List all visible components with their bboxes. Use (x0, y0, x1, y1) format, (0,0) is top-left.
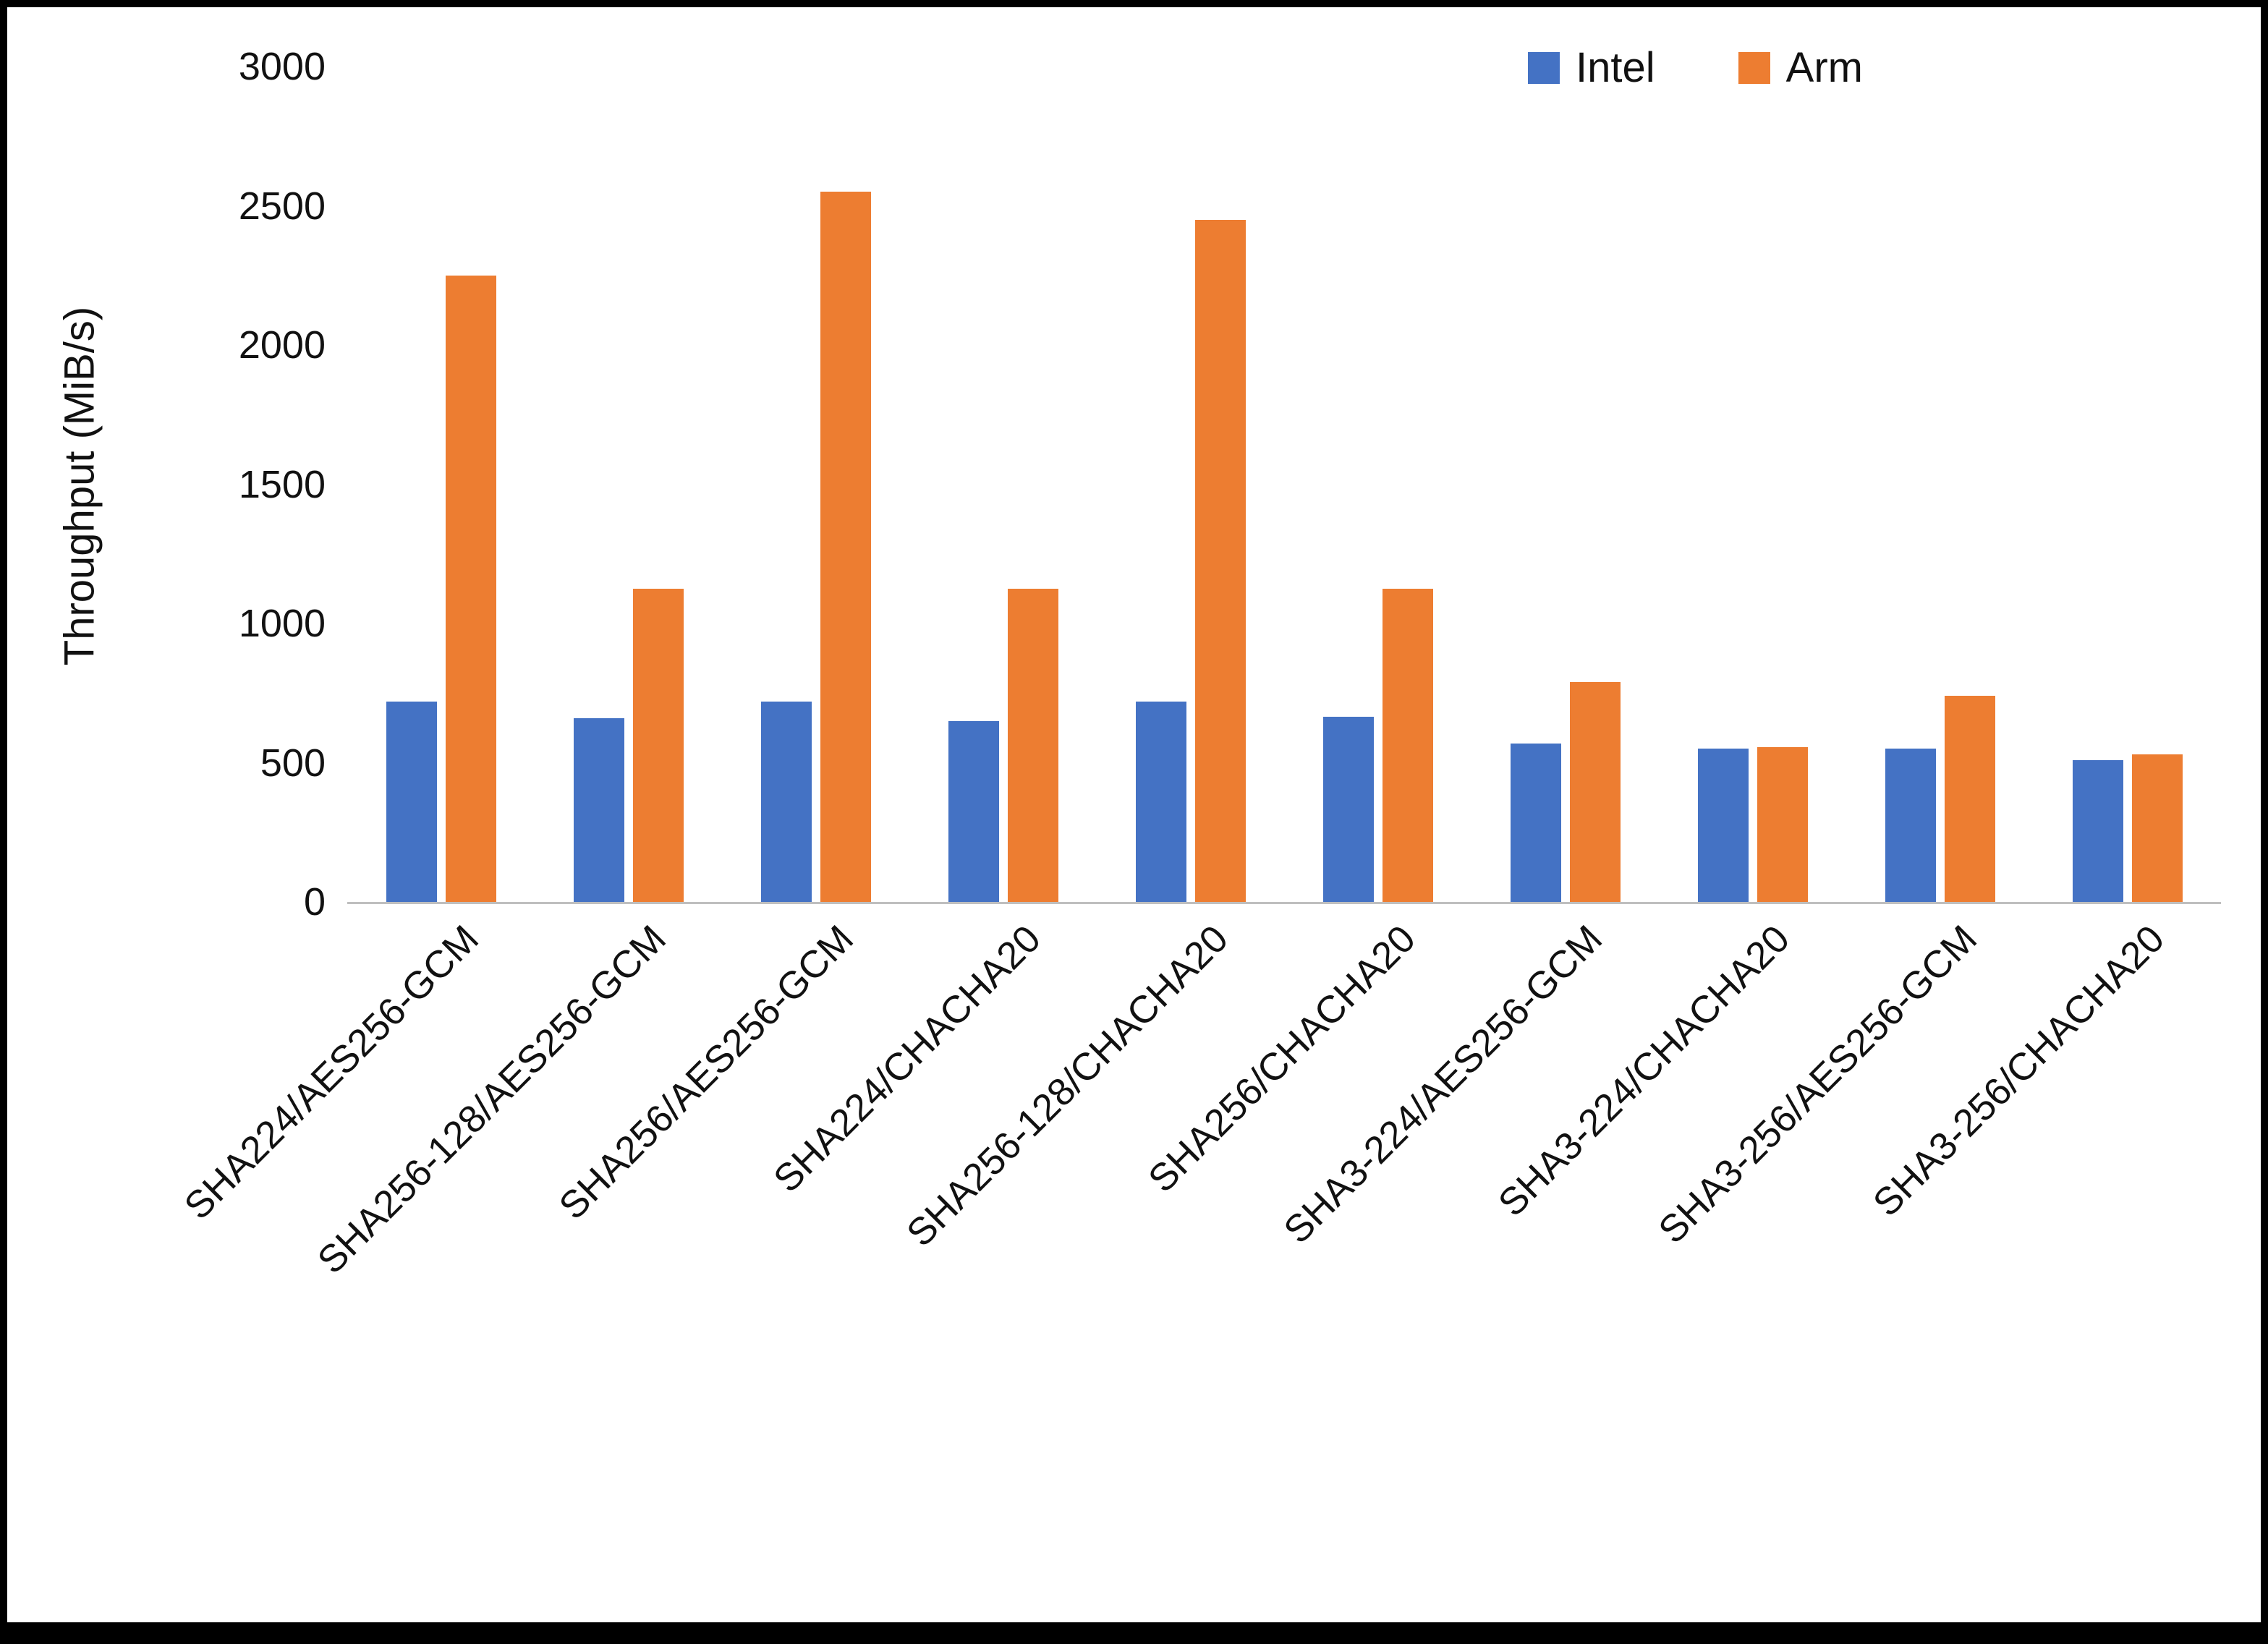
bar-arm-5 (1382, 588, 1433, 902)
bar-arm-3 (1007, 588, 1058, 902)
bar-arm-9 (2131, 754, 2183, 902)
bar-arm-0 (445, 275, 496, 902)
bar-intel-0 (386, 701, 437, 902)
bar-intel-5 (1322, 716, 1374, 902)
legend-label-intel: Intel (1576, 44, 1655, 91)
x-axis-label: SHA3-256/AES256-GCM (1651, 917, 1986, 1252)
bar-intel-2 (760, 701, 812, 902)
x-axis-label: SHA256-128/AES256-GCM (309, 917, 674, 1282)
bar-arm-1 (632, 588, 684, 902)
y-tick-label: 0 (303, 880, 326, 924)
bar-intel-4 (1135, 701, 1186, 902)
y-tick-label: 1000 (238, 602, 326, 645)
bar-intel-6 (1510, 743, 1561, 902)
intel-legend-marker-icon (1528, 51, 1560, 84)
legend-label-arm: Arm (1785, 44, 1863, 91)
bar-arm-8 (1944, 696, 1995, 902)
legend-item-intel: Intel (1528, 43, 1655, 92)
bar-intel-7 (1697, 749, 1749, 902)
bar-intel-3 (948, 720, 999, 902)
bar-arm-7 (1757, 747, 1808, 902)
y-tick-label: 500 (260, 741, 326, 785)
y-axis-title: Throughput (MiB/s) (56, 306, 103, 666)
y-tick-label: 2500 (238, 184, 326, 228)
y-tick-label: 1500 (238, 462, 326, 506)
chart-legend: Intel Arm (1528, 43, 1863, 92)
bar-arm-2 (820, 192, 871, 902)
y-tick-label: 3000 (238, 45, 326, 88)
bar-intel-9 (2072, 759, 2123, 902)
legend-item-arm: Arm (1738, 43, 1863, 92)
y-tick-label: 2000 (238, 323, 326, 367)
bar-intel-1 (573, 717, 624, 902)
bar-arm-6 (1569, 681, 1621, 902)
bar-arm-4 (1194, 219, 1246, 902)
arm-legend-marker-icon (1738, 51, 1770, 84)
x-axis-label: SHA3-224/AES256-GCM (1276, 917, 1611, 1252)
bar-intel-8 (1885, 749, 1936, 902)
plot-area: 0 500 1000 1500 2000 2500 3000 SHA224/AES256-GC… (176, 47, 2221, 1282)
x-axis-label: SHA256-128/CHACHA20 (898, 917, 1236, 1255)
